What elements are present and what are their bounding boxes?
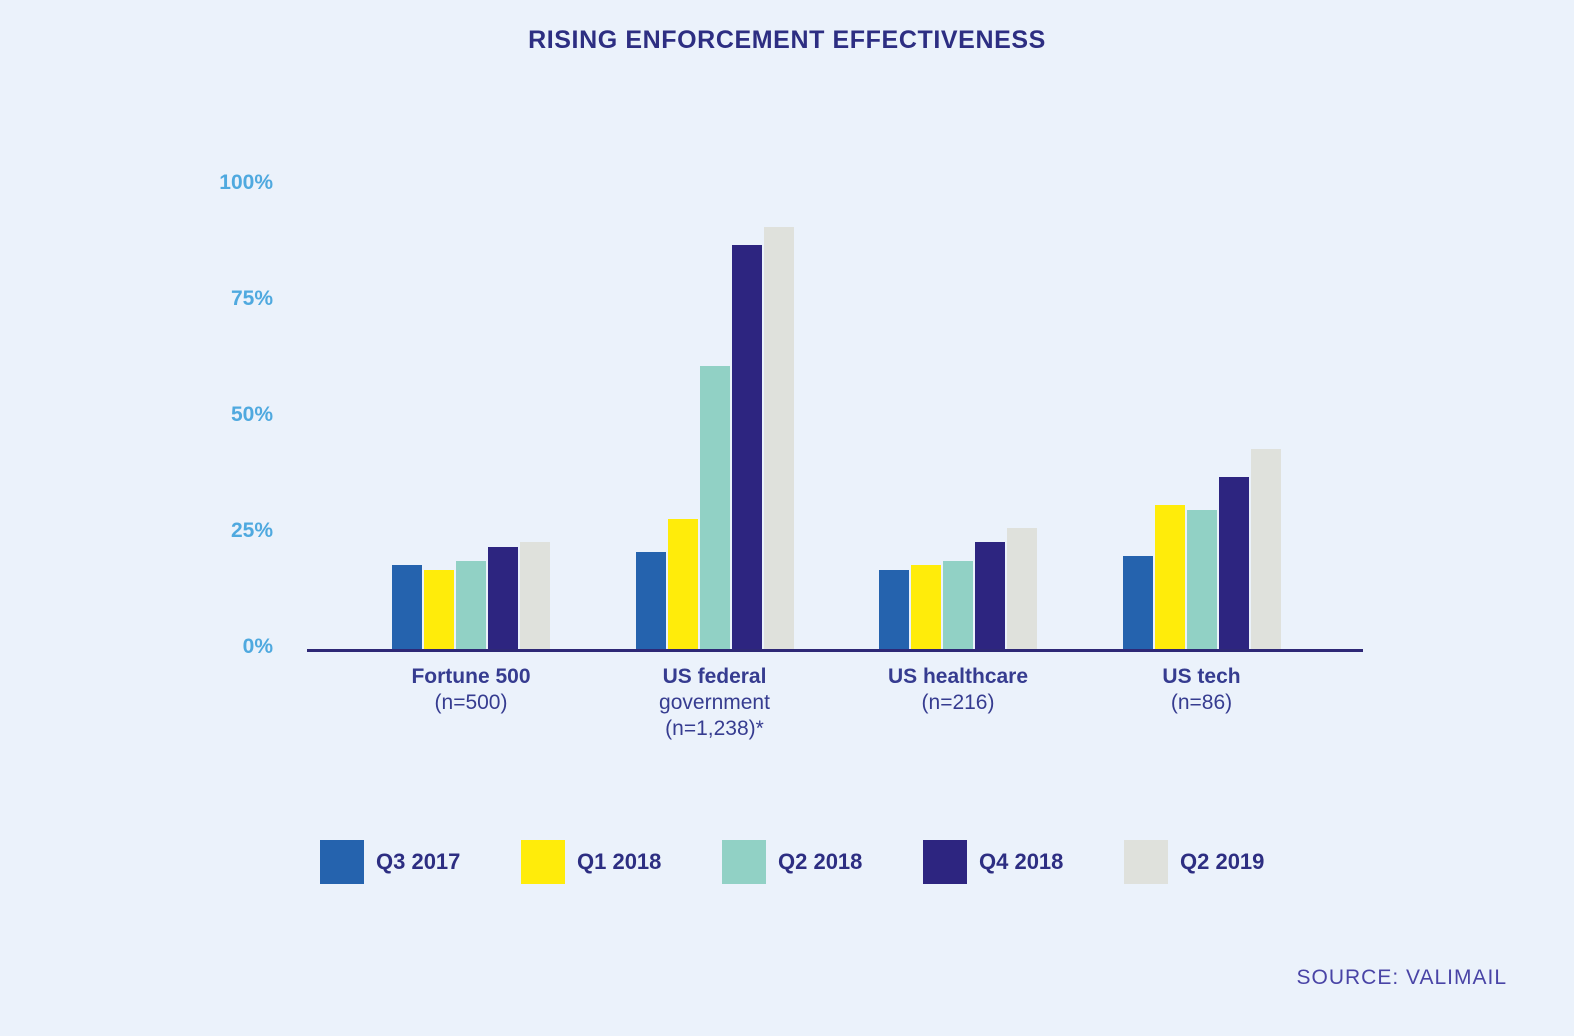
category-name: US tech [1162, 665, 1241, 688]
bar-group [879, 185, 1037, 649]
category-label: US healthcare (n=216) [818, 664, 1098, 716]
bar-q2-2018 [456, 561, 486, 649]
bar-q4-2018 [975, 542, 1005, 649]
legend-label: Q3 2017 [376, 849, 461, 874]
bar-group [635, 185, 794, 649]
bar-q4-2018 [1218, 477, 1249, 649]
category-name: US healthcare [887, 665, 1029, 688]
legend-label: Q2 2018 [778, 849, 863, 874]
bar-q3-2017 [635, 552, 666, 649]
bar-q2-2018 [699, 366, 730, 649]
category-label: US tech (n=86) [1062, 664, 1342, 716]
category-sample-size: government [659, 691, 770, 714]
source-credit: SOURCE: VALIMAIL [1296, 966, 1507, 989]
category-sample-size: (n=500) [434, 691, 508, 714]
category-label: Fortune 500 (n=500) [331, 664, 611, 716]
bar-q4-2018 [488, 547, 518, 649]
bar-q1-2018 [1154, 505, 1185, 649]
category-label: US federal government (n=1,238)* [575, 664, 855, 742]
category-name: Fortune 500 [411, 665, 531, 688]
category-name: US federal [662, 665, 767, 688]
bar-q1-2018 [424, 570, 454, 649]
bar-q2-2019 [1007, 528, 1037, 649]
y-axis-label: 50% [230, 403, 273, 426]
legend-label: Q4 2018 [979, 849, 1064, 874]
bar-group [1122, 185, 1281, 649]
bar-q3-2017 [1122, 556, 1153, 649]
bar-q2-2018 [943, 561, 973, 649]
bar-q3-2017 [392, 565, 422, 649]
category-sample-size: (n=216) [921, 691, 995, 714]
category-sample-size: (n=86) [1170, 691, 1233, 714]
legend-swatch [722, 840, 766, 884]
bar-q2-2019 [1250, 449, 1281, 649]
y-axis-label: 100% [219, 171, 273, 194]
bar-q1-2018 [911, 565, 941, 649]
bar-q2-2019 [763, 227, 794, 649]
legend-item: Q2 2018 [722, 840, 923, 884]
y-axis-label: 0% [242, 635, 273, 658]
bar-q2-2019 [520, 542, 550, 649]
chart-title: RISING ENFORCEMENT EFFECTIVENESS [528, 26, 1046, 54]
legend-item: Q3 2017 [320, 840, 521, 884]
bar-q4-2018 [731, 245, 762, 649]
category-sample-size: (n=1,238)* [665, 717, 764, 740]
legend-label: Q1 2018 [577, 849, 662, 874]
legend-item: Q4 2018 [923, 840, 1124, 884]
legend-swatch [923, 840, 967, 884]
legend-item: Q2 2019 [1124, 840, 1325, 884]
x-axis-line [307, 649, 1363, 652]
legend-item: Q1 2018 [521, 840, 722, 884]
bar-q3-2017 [879, 570, 909, 649]
bar-q1-2018 [667, 519, 698, 649]
y-axis-label: 25% [230, 519, 273, 542]
legend-swatch [521, 840, 565, 884]
legend: Q3 2017 Q1 2018 Q2 2018 Q4 2018 Q2 2019 [320, 840, 1325, 884]
bar-q2-2018 [1186, 510, 1217, 649]
legend-label: Q2 2019 [1180, 849, 1265, 874]
legend-swatch [320, 840, 364, 884]
bar-group [392, 185, 550, 649]
legend-swatch [1124, 840, 1168, 884]
y-axis-label: 75% [230, 287, 273, 310]
